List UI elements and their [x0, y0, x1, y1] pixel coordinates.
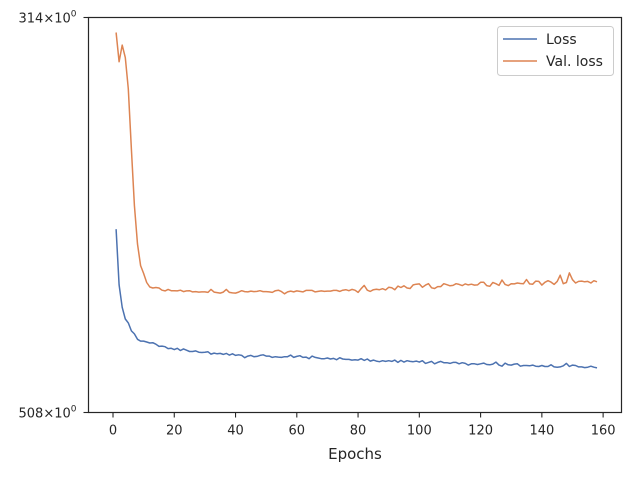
- legend-label-val-loss: Val. loss: [546, 54, 603, 70]
- x-tick-label: 120: [468, 424, 493, 439]
- legend: Loss Val. loss: [497, 26, 614, 76]
- series-line-val-loss: [115, 32, 598, 295]
- x-tick-label: 20: [166, 424, 183, 439]
- x-tick-label: 40: [227, 424, 244, 439]
- x-tick-label: 140: [529, 424, 554, 439]
- x-axis-label: Epochs: [328, 445, 382, 463]
- x-tick-label: 100: [407, 424, 432, 439]
- legend-label-loss: Loss: [546, 32, 577, 48]
- x-tick-label: 60: [289, 424, 306, 439]
- x-tick-label: 160: [591, 424, 616, 439]
- y-tick-label: 508×100: [19, 405, 77, 422]
- series-layer: [115, 32, 598, 369]
- series-line-loss: [115, 229, 598, 369]
- x-axis-ticks: 0 20 40 60 80 100 120 140 160: [109, 412, 616, 439]
- plot-frame: [87, 16, 623, 414]
- y-axis-ticks: 314×100 508×100: [19, 10, 89, 422]
- y-tick-label: 314×100: [19, 10, 77, 27]
- x-tick-label: 80: [350, 424, 367, 439]
- x-tick-label: 0: [109, 424, 117, 439]
